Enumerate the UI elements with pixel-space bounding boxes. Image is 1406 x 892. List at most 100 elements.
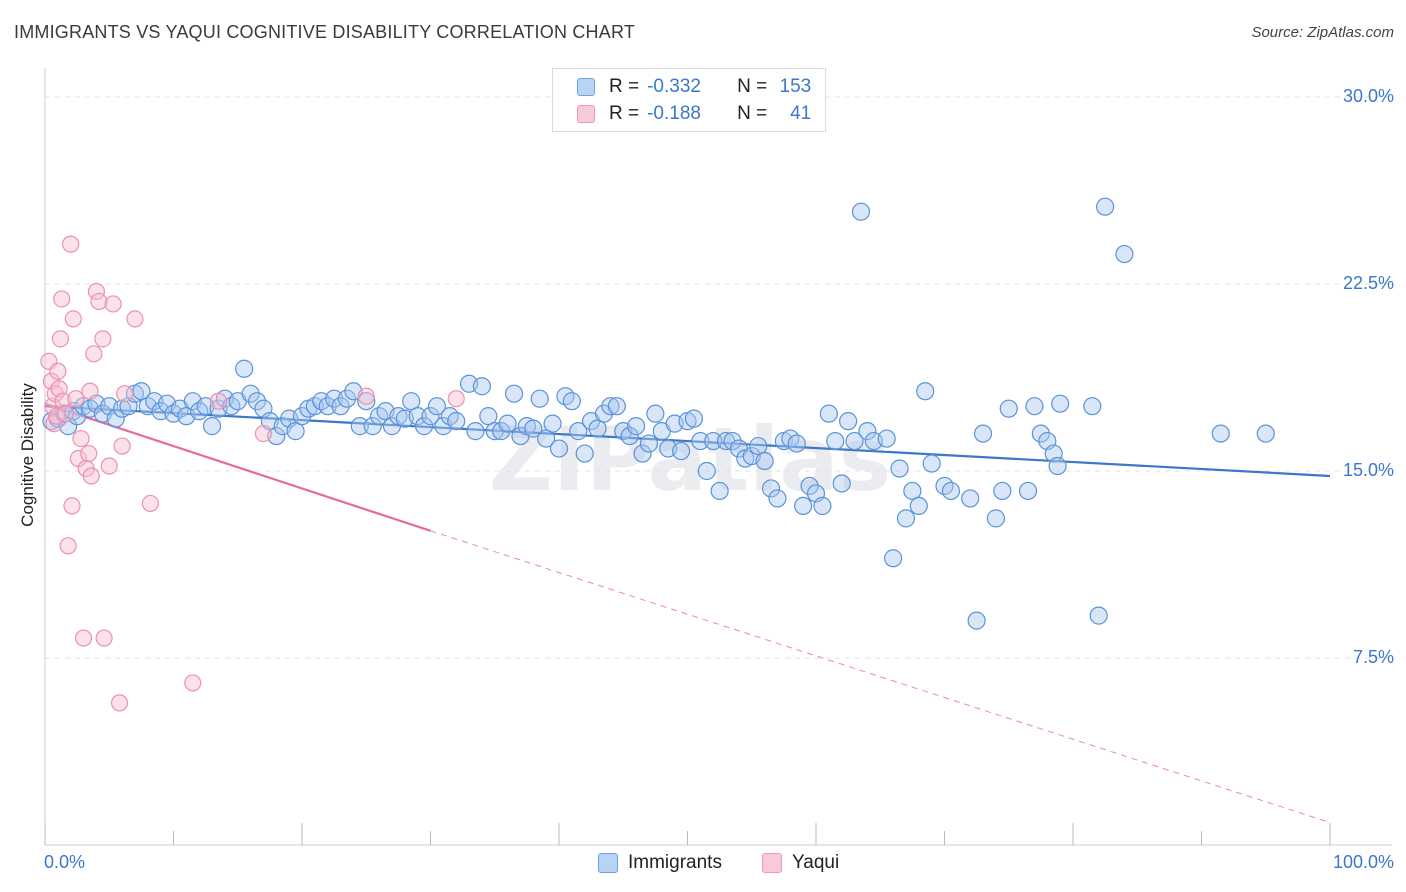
yaqui-point <box>113 437 131 455</box>
immigrants-point <box>247 392 267 411</box>
immigrants-point <box>504 384 524 403</box>
immigrants-point <box>408 407 427 426</box>
immigrants-point <box>357 392 376 411</box>
immigrants-point <box>903 481 922 501</box>
yaqui-point <box>85 345 103 363</box>
yaqui-point <box>254 425 273 443</box>
immigrants-point <box>292 407 312 426</box>
yaqui-point <box>62 235 80 253</box>
immigrants-point <box>967 611 986 630</box>
legend-n-label: N = <box>737 76 768 97</box>
immigrants-point <box>691 431 710 451</box>
immigrants-point <box>267 426 286 446</box>
immigrants-point <box>1048 456 1067 476</box>
immigrants-point <box>350 417 369 436</box>
immigrants-point <box>447 412 466 431</box>
immigrants-point <box>1096 197 1115 216</box>
immigrants-point <box>826 431 845 451</box>
gridlines <box>45 96 1392 659</box>
immigrants-point <box>896 509 916 528</box>
yaqui-point <box>81 382 99 400</box>
immigrants-point <box>890 459 909 478</box>
yaqui-trend-extension <box>430 530 1331 824</box>
immigrants-point <box>761 479 781 498</box>
yaqui-point <box>59 537 77 555</box>
immigrants-point <box>973 424 993 443</box>
axes <box>44 68 1392 846</box>
y-axis-label: Cognitive Disability <box>18 383 37 527</box>
immigrants-point <box>858 422 877 441</box>
yaqui-point <box>126 310 144 328</box>
y-tick-label: 15.0% <box>1342 460 1394 480</box>
immigrants-point <box>684 409 704 428</box>
immigrants-point <box>466 422 485 441</box>
immigrants-point <box>909 496 928 516</box>
yaqui-point <box>104 295 122 313</box>
immigrants-point <box>588 419 607 438</box>
immigrants-point <box>1256 424 1275 443</box>
immigrants-point <box>1031 424 1050 443</box>
yaqui-point <box>116 385 134 403</box>
immigrants-point <box>755 451 774 471</box>
immigrants-point <box>569 422 588 441</box>
immigrants-point <box>1211 424 1230 443</box>
immigrants-point <box>479 407 498 426</box>
source-label: Source: ZipAtlas.com <box>1251 24 1394 41</box>
yaqui-point <box>74 629 93 647</box>
yaqui-point <box>87 282 106 301</box>
yaqui-point <box>90 292 108 311</box>
bottom-legend-swatch-immigrants <box>598 853 618 873</box>
yaqui-point <box>184 674 202 692</box>
legend-n-value: 153 <box>779 76 812 97</box>
yaqui-point <box>67 390 85 408</box>
immigrants-point <box>704 431 723 451</box>
immigrants-point <box>286 422 305 441</box>
immigrants-point <box>646 404 665 423</box>
immigrants-point <box>363 417 382 436</box>
immigrants-point <box>492 422 511 441</box>
yaqui-point <box>80 444 98 463</box>
x-tick-label: 100.0% <box>1332 852 1394 872</box>
immigrants-point <box>1083 397 1102 416</box>
yaqui-point <box>357 387 375 405</box>
immigrants-point <box>414 417 434 436</box>
chart-title: IMMIGRANTS VS YAQUI COGNITIVE DISABILITY… <box>14 22 636 42</box>
immigrants-point <box>537 429 556 448</box>
data-points <box>40 197 1275 712</box>
immigrants-point <box>498 414 517 433</box>
immigrants-point <box>202 417 222 436</box>
immigrants-point <box>235 359 254 378</box>
immigrants-point <box>845 431 864 451</box>
immigrants-point <box>697 461 716 481</box>
yaqui-point <box>53 290 71 308</box>
immigrants-point <box>639 434 659 453</box>
immigrants-point <box>337 389 357 408</box>
legend-swatch-immigrants <box>577 78 595 96</box>
immigrants-point <box>787 434 806 453</box>
immigrants-point <box>819 404 838 423</box>
immigrants-point <box>633 444 652 463</box>
immigrants-point <box>749 436 768 456</box>
yaqui-point <box>49 362 67 380</box>
immigrants-trend-line <box>44 405 1331 478</box>
yaqui-point <box>447 390 465 408</box>
immigrants-point <box>851 202 871 221</box>
immigrants-point <box>794 496 813 516</box>
immigrants-point <box>1089 606 1108 625</box>
y-tick-label: 7.5% <box>1352 647 1394 667</box>
immigrants-point <box>549 439 569 458</box>
immigrants-point <box>530 389 549 408</box>
yaqui-point <box>110 694 129 712</box>
legend-r-label: R = <box>609 103 640 124</box>
immigrants-point <box>421 407 440 426</box>
legend-swatch-yaqui <box>577 105 595 123</box>
yaqui-point <box>63 497 81 515</box>
yaqui-point <box>209 392 228 410</box>
immigrants-point <box>607 397 626 416</box>
immigrants-point <box>331 397 350 416</box>
immigrants-point <box>626 417 646 436</box>
immigrants-point <box>524 419 543 438</box>
yaqui-point <box>82 467 100 485</box>
yaqui-point <box>72 429 90 448</box>
immigrants-point <box>813 496 832 516</box>
